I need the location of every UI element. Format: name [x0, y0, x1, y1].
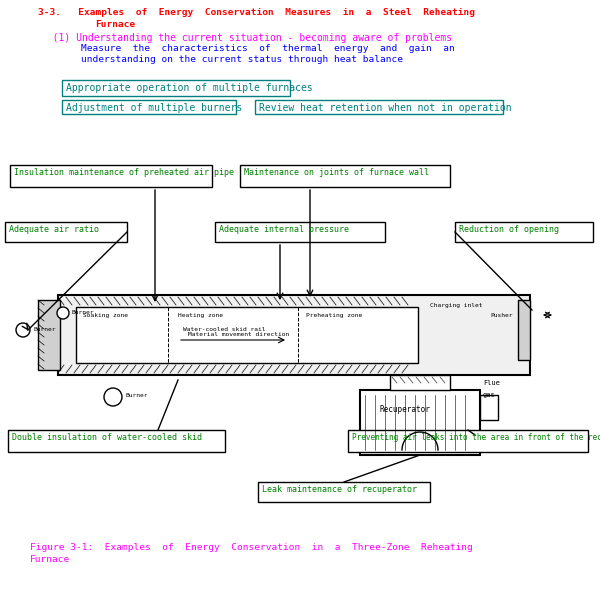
Bar — [38, 300, 60, 370]
Text: Water-cooled skid rail: Water-cooled skid rail — [183, 327, 265, 332]
Text: Charging inlet: Charging inlet — [430, 303, 482, 308]
Text: Preventing air leaks into the area in front of the recuperator: Preventing air leaks into the area in fr… — [352, 433, 600, 442]
Text: 3-3.   Examples  of  Energy  Conservation  Measures  in  a  Steel  Reheating: 3-3. Examples of Energy Conservation Mea… — [38, 8, 475, 17]
Text: Preheating zone: Preheating zone — [306, 313, 362, 318]
Bar — [348, 430, 588, 452]
Text: Flue: Flue — [483, 380, 500, 386]
Bar — [62, 100, 236, 114]
Text: Burner: Burner — [125, 393, 148, 398]
Circle shape — [16, 323, 30, 337]
Text: Soaking zone: Soaking zone — [83, 313, 128, 318]
Text: Measure  the  characteristics  of  thermal  energy  and  gain  an: Measure the characteristics of thermal e… — [35, 44, 455, 53]
Bar — [480, 395, 498, 420]
Bar — [62, 80, 290, 96]
Text: (1) Understanding the current situation - becoming aware of problems: (1) Understanding the current situation … — [35, 33, 452, 43]
Bar — [360, 390, 480, 455]
Text: Leak maintenance of recuperator: Leak maintenance of recuperator — [262, 485, 417, 494]
Text: understanding on the current status through heat balance: understanding on the current status thro… — [35, 55, 403, 64]
Text: Figure 3-1:  Examples  of  Energy  Conservation  in  a  Three-Zone  Reheating: Figure 3-1: Examples of Energy Conservat… — [30, 543, 473, 552]
Text: Material movement direction: Material movement direction — [188, 332, 289, 337]
Bar — [258, 482, 430, 502]
Bar — [58, 295, 530, 375]
Bar — [390, 375, 450, 390]
Bar — [76, 307, 418, 363]
Bar — [8, 430, 225, 452]
Circle shape — [104, 388, 122, 406]
Bar — [455, 222, 593, 242]
Bar — [518, 300, 530, 360]
Text: Appropriate operation of multiple furnaces: Appropriate operation of multiple furnac… — [66, 83, 313, 93]
Text: Adjustment of multiple burners: Adjustment of multiple burners — [66, 103, 242, 113]
Text: Burner: Burner — [33, 327, 56, 332]
Bar — [215, 222, 385, 242]
Text: Insulation maintenance of preheated air pipe: Insulation maintenance of preheated air … — [14, 168, 234, 177]
Bar — [10, 165, 212, 187]
Text: Pusher: Pusher — [490, 313, 512, 318]
Text: Heating zone: Heating zone — [178, 313, 223, 318]
Circle shape — [57, 307, 69, 319]
Text: Burner: Burner — [72, 310, 95, 315]
Text: Furnace: Furnace — [30, 555, 70, 564]
Text: Adequate internal pressure: Adequate internal pressure — [219, 225, 349, 234]
Bar — [255, 100, 503, 114]
Text: gas: gas — [483, 392, 496, 398]
Text: Adequate air ratio: Adequate air ratio — [9, 225, 99, 234]
Bar — [240, 165, 450, 187]
Text: Reduction of opening: Reduction of opening — [459, 225, 559, 234]
Text: Maintenance on joints of furnace wall: Maintenance on joints of furnace wall — [244, 168, 429, 177]
Text: Recuperator: Recuperator — [380, 405, 431, 414]
Text: Double insulation of water-cooled skid: Double insulation of water-cooled skid — [12, 433, 202, 442]
Text: Furnace: Furnace — [95, 20, 135, 29]
Text: Review heat retention when not in operation: Review heat retention when not in operat… — [259, 103, 512, 113]
Bar — [5, 222, 127, 242]
